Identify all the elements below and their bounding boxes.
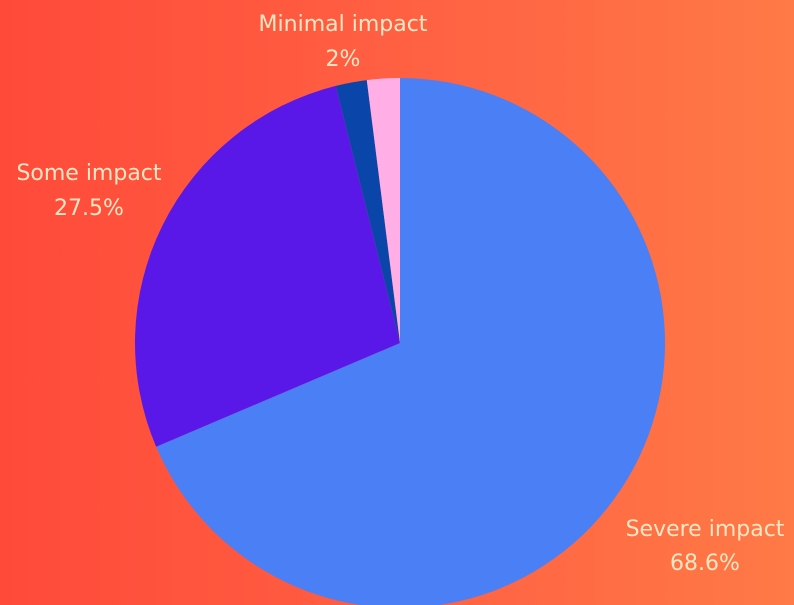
slice-value-minimal-impact: 2%	[326, 47, 361, 72]
slice-label-some-impact: Some impact	[16, 161, 161, 186]
slice-label-minimal-impact: Minimal impact	[259, 12, 428, 37]
slice-value-severe-impact: 68.6%	[670, 551, 740, 576]
pie-slice-minimal-impact	[366, 78, 400, 343]
pie-slice-some-impact	[135, 85, 400, 447]
slice-value-some-impact: 27.5%	[54, 196, 124, 221]
pie-slice-unlabeled	[335, 80, 400, 344]
pie-slices	[135, 78, 666, 605]
pie-labels: Severe impact 68.6% Some impact 27.5% Mi…	[16, 12, 784, 576]
pie-slice-severe-impact	[156, 78, 666, 605]
slice-label-severe-impact: Severe impact	[626, 517, 785, 542]
